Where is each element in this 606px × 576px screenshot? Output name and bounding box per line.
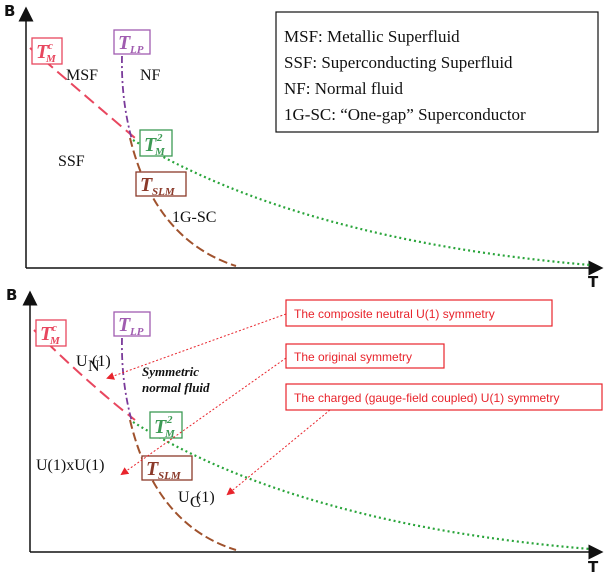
top-axis-b-label: B [4,2,15,20]
bottom-axis-b-label: B [6,286,17,304]
top-msf-label: MSF [66,67,98,84]
svg-text:M: M [154,146,166,158]
bottom-un-label: U N (1) [76,353,111,375]
svg-text:The original symmetry: The original symmetry [294,350,412,364]
legend-ssf: SSF: Superconducting Superfluid [284,53,513,72]
top-panel: B T T c M T LP T 2 M T SLM [4,2,604,291]
svg-text:T: T [144,134,157,156]
top-lp-line [121,55,133,141]
svg-text:C: C [190,494,201,511]
bottom-msf-ssf-boundary [33,329,136,421]
bottom-tlp-label: T LP [113,311,151,338]
top-legend: MSF: Metallic Superfluid SSF: Supercondu… [275,11,599,133]
top-axis-t-label: T [588,273,599,291]
top-brown-curve [129,137,237,267]
bottom-uc-label: U C (1) [178,489,215,511]
bottom-symmetric-label: Symmetric [142,364,199,379]
legend-1gsc: 1G-SC: “One-gap” Superconductor [284,105,526,124]
svg-text:T: T [36,41,49,63]
note-charged-symmetry: The charged (gauge-field coupled) U(1) s… [285,383,603,411]
svg-text:LP: LP [129,44,144,56]
top-msf-ssf-boundary [29,47,136,139]
svg-text:N: N [88,358,100,375]
top-tm2-label: T 2 M [139,129,173,158]
svg-text:U: U [178,489,190,506]
svg-text:2: 2 [156,132,163,144]
svg-text:T: T [140,174,153,196]
note-original-symmetry: The original symmetry [285,343,445,369]
bottom-green-curve [132,421,591,551]
svg-text:The charged (gauge-field coupl: The charged (gauge-field coupled) U(1) s… [294,391,559,405]
svg-text:(1): (1) [196,489,215,506]
bottom-axis-t-label: T [588,558,599,576]
top-tmc-label: T c M [31,37,63,65]
bottom-panel: B T T c M T LP T 2 M T SLM [6,286,604,576]
bottom-tslm-label: T SLM [141,455,193,482]
svg-text:M: M [45,53,57,65]
note-composite-neutral: The composite neutral U(1) symmetry [285,299,553,327]
legend-msf: MSF: Metallic Superfluid [284,27,460,46]
svg-text:(1): (1) [92,353,111,370]
bottom-lp-line [121,337,133,423]
top-ssf-label: SSF [58,153,85,170]
top-tslm-label: T SLM [135,171,187,198]
bottom-uxu-label: U(1)xU(1) [36,457,104,474]
svg-text:T: T [146,458,159,480]
bottom-brown-curve [129,419,237,551]
svg-text:SLM: SLM [158,470,182,482]
svg-text:T: T [40,323,53,345]
bottom-normal-fluid-label: normal fluid [142,380,210,395]
top-1gsc-label: 1G-SC [172,209,216,226]
svg-text:c: c [48,40,53,52]
svg-text:T: T [154,416,167,438]
arrow-to-uc [226,409,331,496]
svg-text:U: U [76,353,88,370]
svg-text:c: c [52,322,57,334]
legend-nf: NF: Normal fluid [284,79,403,98]
top-green-curve [132,139,591,267]
bottom-tmc-label: T c M [35,319,67,347]
top-tlp-label: T LP [113,29,151,56]
svg-text:2: 2 [166,414,173,426]
svg-text:The composite neutral U(1) sym: The composite neutral U(1) symmetry [294,307,495,321]
svg-text:T: T [118,314,131,336]
arrow-to-un [106,313,287,380]
arrow-to-uxu [120,357,287,476]
svg-text:T: T [118,32,131,54]
svg-text:LP: LP [129,326,144,338]
bottom-tm2-label: T 2 M [149,411,183,440]
svg-text:SLM: SLM [152,186,176,198]
svg-text:M: M [49,335,61,347]
svg-text:M: M [164,428,176,440]
top-nf-label: NF [140,67,161,84]
